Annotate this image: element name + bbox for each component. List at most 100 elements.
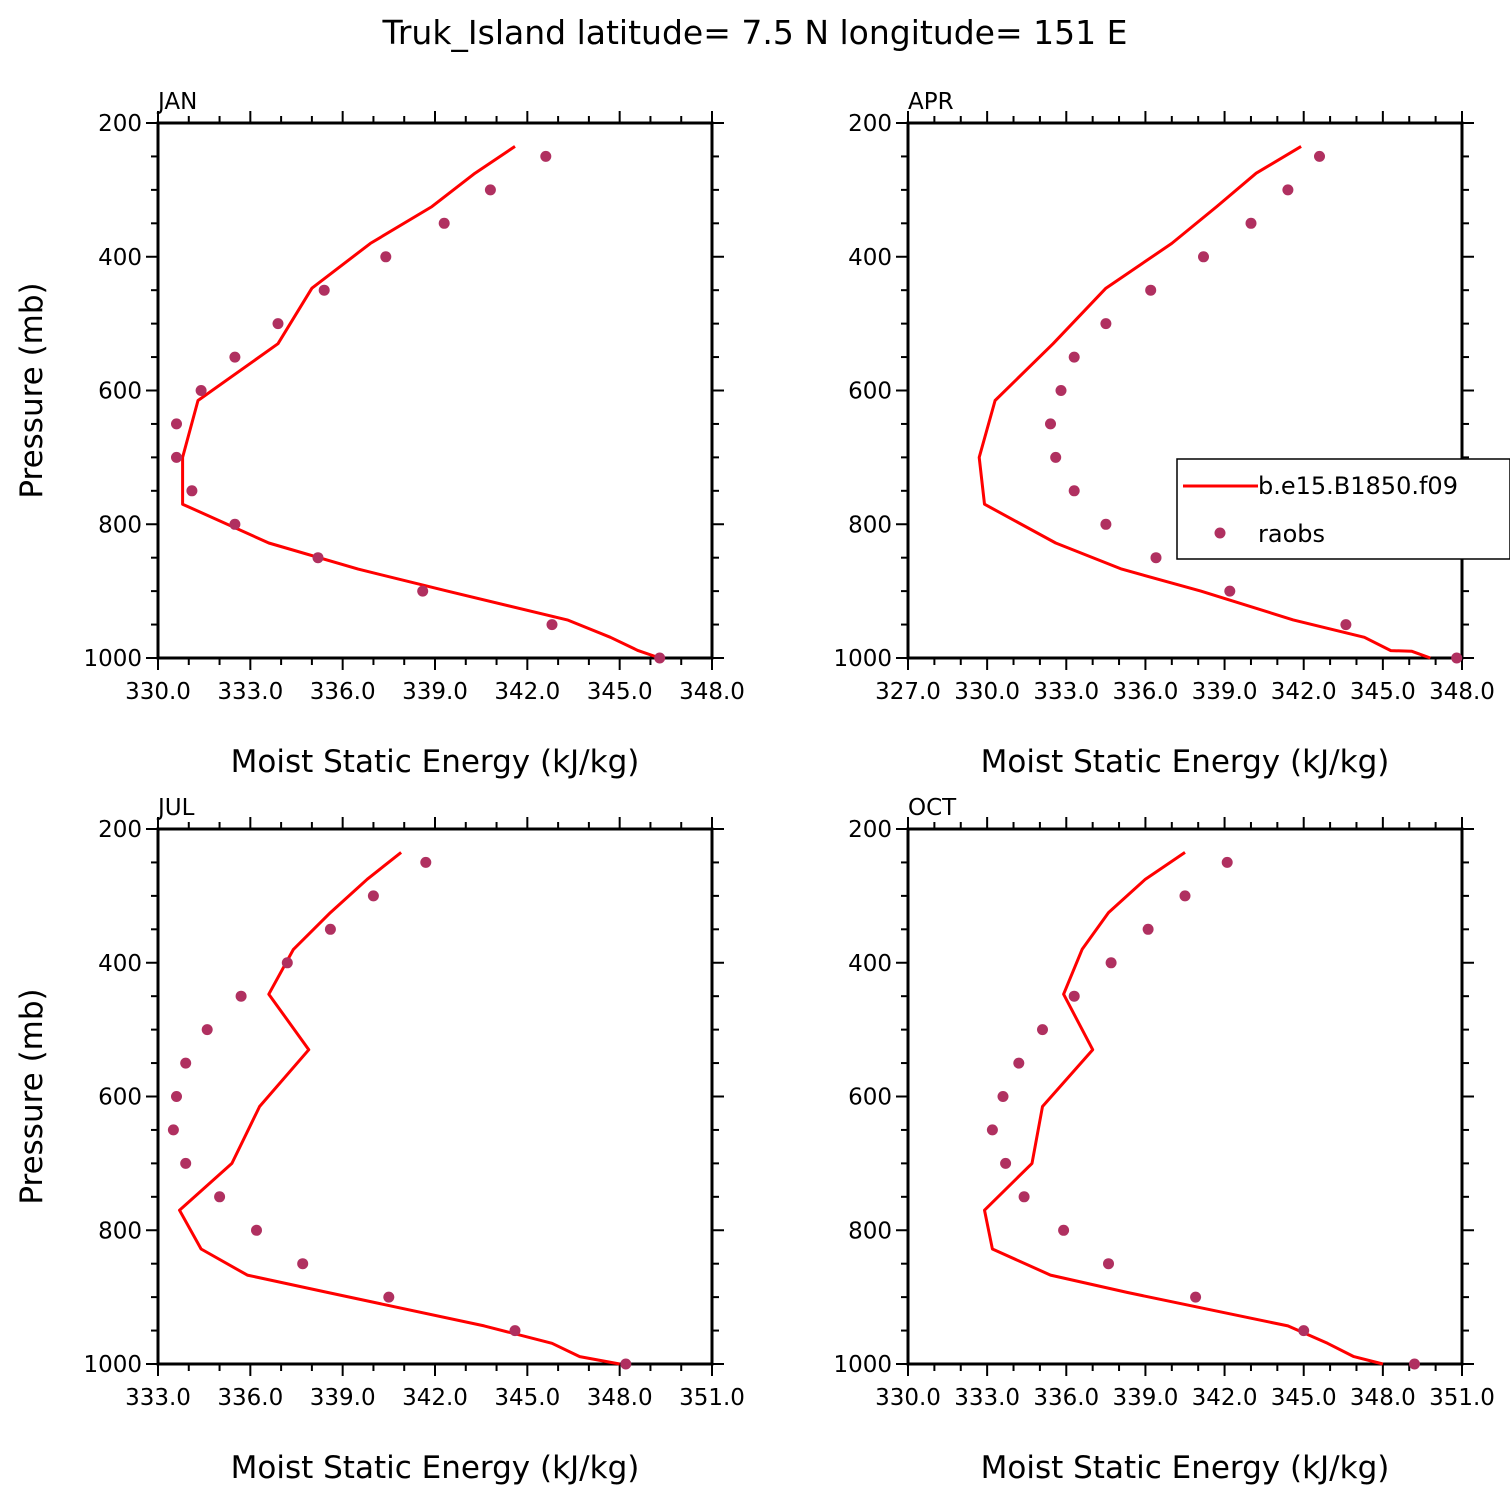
obs-point: [420, 856, 432, 868]
obs-point: [540, 150, 552, 162]
obs-point: [1105, 957, 1117, 969]
obs-point: [546, 619, 558, 631]
obs-point: [380, 251, 392, 263]
x-tick-label: 342.0: [494, 679, 560, 705]
y-tick-label: 1000: [83, 1352, 142, 1378]
obs-point: [297, 1258, 309, 1270]
y-tick-label: 200: [848, 817, 892, 843]
x-tick-label: 345.0: [494, 1385, 560, 1411]
x-tick-label: 330.0: [875, 1385, 941, 1411]
obs-point: [281, 957, 293, 969]
obs-point: [171, 1091, 182, 1102]
obs-point: [229, 518, 241, 530]
x-axis-label: Moist Static Energy (kJ/kg): [981, 1450, 1390, 1486]
x-tick-label: 339.0: [310, 1385, 376, 1411]
series-line-model: [178, 851, 620, 1366]
x-axis-label: Moist Static Energy (kJ/kg): [231, 744, 640, 780]
x-axis-label: Moist Static Energy (kJ/kg): [231, 1450, 640, 1486]
y-tick-label: 200: [98, 817, 142, 843]
x-tick-label: 342.0: [1271, 679, 1337, 705]
obs-point: [1068, 990, 1080, 1002]
panel-jan: JAN 200 400 600 800 1000 330.0 333.0 336.0 339.0 3…: [14, 89, 745, 780]
obs-point: [383, 1291, 395, 1303]
x-tick-label: 336.0: [1033, 1385, 1099, 1411]
x-tick-label: 345.0: [587, 679, 653, 705]
plot-frame: [906, 121, 1464, 660]
y-tick-label: 600: [98, 1085, 142, 1111]
obs-point: [1100, 318, 1112, 330]
x-tick-label: 339.0: [1192, 679, 1258, 705]
y-tick-label: 600: [848, 379, 892, 405]
plot-frame: [156, 827, 714, 1366]
x-tick-label: 342.0: [402, 1385, 468, 1411]
y-tick-label: 800: [848, 512, 892, 538]
obs-point: [1142, 923, 1154, 935]
obs-point: [484, 184, 496, 196]
y-axis-label: Pressure (mb): [14, 282, 50, 498]
y-tick-label: 200: [98, 111, 142, 137]
obs-point: [1340, 619, 1352, 631]
x-tick-label: 348.0: [587, 1385, 653, 1411]
obs-point: [1145, 284, 1157, 296]
obs-point: [438, 217, 450, 229]
obs-point: [1451, 652, 1463, 664]
obs-point: [1103, 1258, 1114, 1270]
y-tick-label: 400: [98, 951, 142, 977]
x-tick-label: 333.0: [1033, 679, 1099, 705]
x-tick-label: 351.0: [679, 1385, 745, 1411]
obs-point: [1409, 1358, 1420, 1370]
panel-apr: APR 200 400 600 800 1000 327.0 330.0 333.0 336.0 3…: [833, 89, 1510, 780]
x-tick-label: 348.0: [679, 679, 745, 705]
obs-point: [1150, 552, 1162, 564]
legend-box: [1176, 458, 1510, 560]
y-axis-label: Pressure (mb): [14, 988, 50, 1204]
x-tick-label: 348.0: [1350, 1385, 1416, 1411]
x-tick-label: 345.0: [1350, 679, 1416, 705]
obs-point: [324, 923, 336, 935]
legend-label-obs: raobs: [1258, 520, 1325, 548]
obs-point: [171, 451, 182, 463]
legend-label-model: b.e15.B1850.f09: [1258, 472, 1458, 500]
y-tick-label: 600: [848, 1085, 892, 1111]
y-tick-label: 1000: [833, 646, 892, 672]
obs-point: [1068, 485, 1080, 497]
obs-point: [367, 890, 379, 902]
obs-point: [272, 318, 284, 330]
obs-point: [509, 1325, 521, 1337]
x-tick-label: 333.0: [217, 679, 283, 705]
obs-point: [1045, 418, 1056, 430]
plot-frame: [906, 827, 1464, 1366]
x-tick-label: 345.0: [1271, 1385, 1337, 1411]
panel-jul: JUL 200 400 600 800 1000 333.0 336.0 339.0 342.0 3…: [14, 795, 745, 1486]
obs-point: [195, 385, 207, 396]
obs-point: [171, 418, 182, 430]
y-tick-label: 400: [98, 245, 142, 271]
obs-point: [1058, 1224, 1070, 1236]
obs-point: [1037, 1024, 1048, 1036]
y-tick-label: 800: [98, 1218, 142, 1244]
panel-label: JUL: [156, 795, 195, 821]
series-line-model: [983, 851, 1384, 1366]
x-axis-label: Moist Static Energy (kJ/kg): [981, 744, 1390, 780]
x-tick-label: 330.0: [125, 679, 191, 705]
obs-point: [1221, 856, 1233, 868]
y-tick-label: 800: [848, 1218, 892, 1244]
x-tick-label: 333.0: [125, 1385, 191, 1411]
obs-point: [1050, 451, 1062, 463]
obs-point: [1100, 518, 1112, 530]
obs-point: [417, 585, 429, 597]
series-line-model: [977, 145, 1431, 660]
x-tick-label: 336.0: [1112, 679, 1178, 705]
x-tick-label: 339.0: [402, 679, 468, 705]
obs-point: [214, 1191, 226, 1203]
obs-point: [167, 1124, 179, 1136]
panel-label: JAN: [156, 89, 197, 115]
obs-point: [654, 652, 666, 664]
obs-point: [1000, 1157, 1012, 1169]
y-tick-label: 1000: [83, 646, 142, 672]
obs-point: [312, 552, 324, 564]
obs-point: [186, 485, 198, 497]
panels-group: JAN 200 400 600 800 1000 330.0 333.0 336.0 339.0 3…: [14, 89, 1510, 1486]
y-tick-label: 600: [98, 379, 142, 405]
